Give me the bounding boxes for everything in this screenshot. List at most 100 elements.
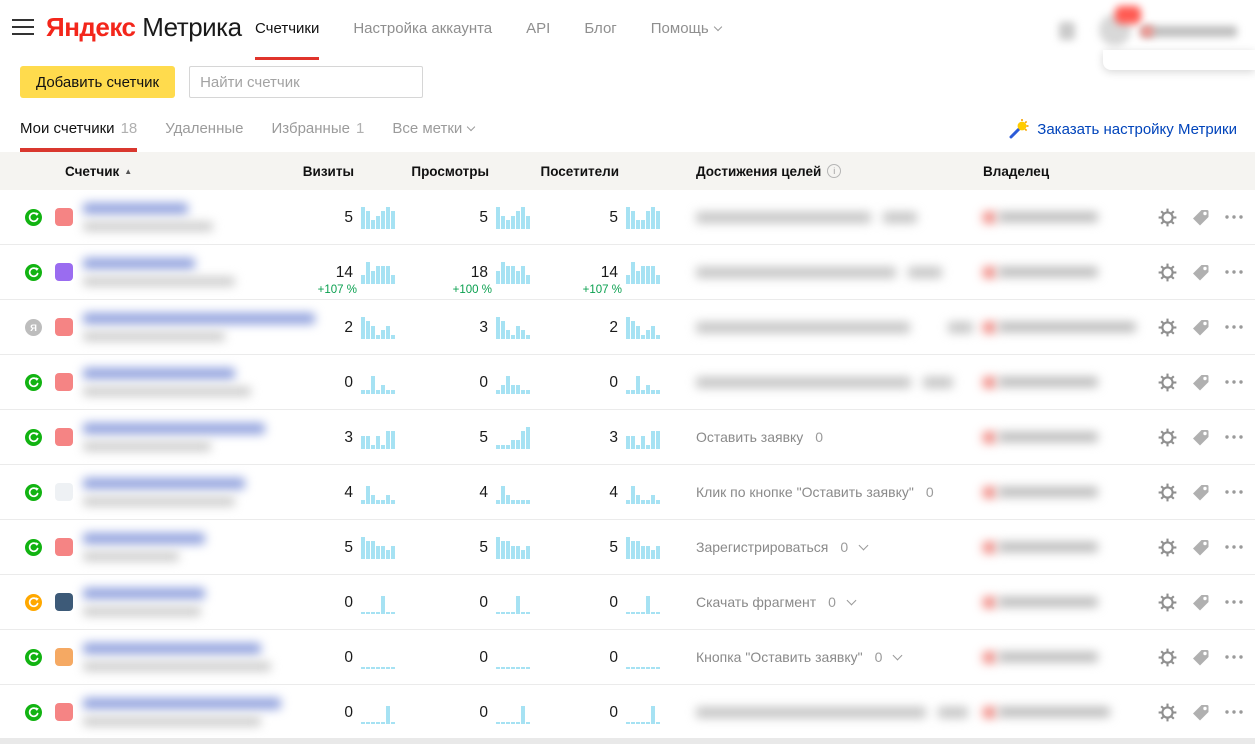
nav-item-api[interactable]: API xyxy=(526,20,551,37)
yandex-metrika-logo[interactable]: Яндекс Метрика xyxy=(46,12,242,43)
hamburger-menu-icon[interactable] xyxy=(12,19,34,35)
table-row[interactable]: 0 0 0 xyxy=(0,685,1255,740)
table-row[interactable]: 5 5 5 Зарегистрироваться 0 xyxy=(0,520,1255,575)
metric-visitors: 5 xyxy=(530,535,660,559)
more-icon[interactable] xyxy=(1224,489,1244,495)
more-icon[interactable] xyxy=(1224,709,1244,715)
order-metrika-setup-link[interactable]: Заказать настройку Метрики xyxy=(1008,118,1237,140)
table-row[interactable]: 0 0 0 Кнопка "Оставить заявку" 0 xyxy=(0,630,1255,685)
more-icon[interactable] xyxy=(1224,379,1244,385)
column-header-counter[interactable]: Счетчик ▲ xyxy=(65,163,133,179)
tag-icon[interactable] xyxy=(1191,263,1210,282)
more-icon[interactable] xyxy=(1224,544,1244,550)
counter-subtitle-redacted xyxy=(83,222,213,231)
chevron-down-icon xyxy=(713,22,722,32)
counter-name-link-redacted[interactable] xyxy=(83,203,188,214)
tag-icon[interactable] xyxy=(1191,483,1210,502)
tag-icon[interactable] xyxy=(1191,208,1210,227)
views-sparkline xyxy=(496,480,530,504)
goal-cell: Зарегистрироваться 0 xyxy=(660,539,973,555)
tab-favorites[interactable]: Избранные 1 xyxy=(271,119,365,137)
tag-icon[interactable] xyxy=(1191,593,1210,612)
site-favicon xyxy=(55,263,73,281)
gear-icon[interactable] xyxy=(1158,208,1177,227)
search-counter-input[interactable] xyxy=(189,66,424,98)
more-icon[interactable] xyxy=(1224,214,1244,220)
gear-icon[interactable] xyxy=(1158,593,1177,612)
counter-subtitle-redacted xyxy=(83,497,235,506)
nav-item-blog[interactable]: Блог xyxy=(584,20,617,37)
gear-icon[interactable] xyxy=(1158,428,1177,447)
visitors-sparkline xyxy=(626,370,660,394)
metric-visits: 0 xyxy=(295,370,395,394)
site-favicon xyxy=(55,373,73,391)
tab-my-counters[interactable]: Мои счетчики 18 xyxy=(20,104,138,152)
horizontal-scrollbar-track[interactable] xyxy=(0,738,1255,744)
table-row[interactable]: 4 4 4 Клик по кнопке "Оставить заявку" 0 xyxy=(0,465,1255,520)
nav-item-help[interactable]: Помощь xyxy=(651,20,722,37)
counter-name-link-redacted[interactable] xyxy=(83,643,261,654)
tab-deleted[interactable]: Удаленные xyxy=(165,119,244,137)
tab-all-labels[interactable]: Все метки xyxy=(392,104,476,152)
gear-icon[interactable] xyxy=(1158,538,1177,557)
nav-item-counters[interactable]: Счетчики xyxy=(255,20,320,60)
views-value: 0 xyxy=(479,594,488,611)
more-icon[interactable] xyxy=(1224,269,1244,275)
counter-name-cell xyxy=(83,698,295,726)
gear-icon[interactable] xyxy=(1158,318,1177,337)
gear-icon[interactable] xyxy=(1158,373,1177,392)
views-sparkline xyxy=(496,590,530,614)
counter-name-link-redacted[interactable] xyxy=(83,588,205,599)
status-cell xyxy=(25,483,55,501)
goal-cell xyxy=(660,321,973,333)
logo-brand: Яндекс xyxy=(46,12,136,42)
metric-views: 5 xyxy=(395,425,530,449)
counter-name-link-redacted[interactable] xyxy=(83,258,195,269)
goal-expand-chevron-icon[interactable] xyxy=(846,595,857,605)
tag-icon[interactable] xyxy=(1191,373,1210,392)
user-dropdown-edge xyxy=(1103,50,1255,70)
status-yandex-icon: Я xyxy=(25,318,42,336)
counter-name-link-redacted[interactable] xyxy=(83,368,235,379)
tag-icon[interactable] xyxy=(1191,428,1210,447)
gear-icon[interactable] xyxy=(1158,263,1177,282)
more-icon[interactable] xyxy=(1224,654,1244,660)
counter-name-link-redacted[interactable] xyxy=(83,698,281,709)
gear-icon[interactable] xyxy=(1158,703,1177,722)
table-row[interactable]: 0 0 0 Скачать фрагмент 0 xyxy=(0,575,1255,630)
more-icon[interactable] xyxy=(1224,434,1244,440)
owner-prefix-redacted xyxy=(983,211,996,223)
user-area-redacted[interactable] xyxy=(1037,4,1247,52)
notifications-icon[interactable] xyxy=(1059,22,1075,40)
table-row[interactable]: 0 0 0 xyxy=(0,355,1255,410)
tag-icon[interactable] xyxy=(1191,538,1210,557)
table-row[interactable]: 3 5 3 Оставить заявку 0 xyxy=(0,410,1255,465)
gear-icon[interactable] xyxy=(1158,483,1177,502)
tag-icon[interactable] xyxy=(1191,703,1210,722)
nav-item-account-settings[interactable]: Настройка аккаунта xyxy=(353,20,493,37)
goal-count-redacted xyxy=(923,376,953,388)
counter-name-link-redacted[interactable] xyxy=(83,313,315,324)
info-icon[interactable]: i xyxy=(827,164,842,178)
counter-name-link-redacted[interactable] xyxy=(83,423,265,434)
goal-expand-chevron-icon[interactable] xyxy=(858,540,869,550)
tag-icon[interactable] xyxy=(1191,318,1210,337)
owner-prefix-redacted xyxy=(983,376,996,388)
owner-email-redacted xyxy=(998,707,1110,717)
favicon-cell xyxy=(55,538,83,556)
tag-icon[interactable] xyxy=(1191,648,1210,667)
gear-icon[interactable] xyxy=(1158,648,1177,667)
views-value: 0 xyxy=(479,649,488,666)
counter-name-link-redacted[interactable] xyxy=(83,478,245,489)
add-counter-button[interactable]: Добавить счетчик xyxy=(20,66,176,98)
owner-email-redacted xyxy=(998,432,1098,442)
table-row[interactable]: 5 5 5 xyxy=(0,190,1255,245)
owner-email-redacted xyxy=(998,487,1098,497)
goal-expand-chevron-icon[interactable] xyxy=(892,650,903,660)
more-icon[interactable] xyxy=(1224,599,1244,605)
table-row[interactable]: Я 2 3 2 xyxy=(0,300,1255,355)
counter-name-link-redacted[interactable] xyxy=(83,533,205,544)
owner-prefix-redacted xyxy=(983,651,996,663)
table-row[interactable]: 14 +107 % 18 +100 % 14 +107 % xyxy=(0,245,1255,300)
more-icon[interactable] xyxy=(1224,324,1244,330)
